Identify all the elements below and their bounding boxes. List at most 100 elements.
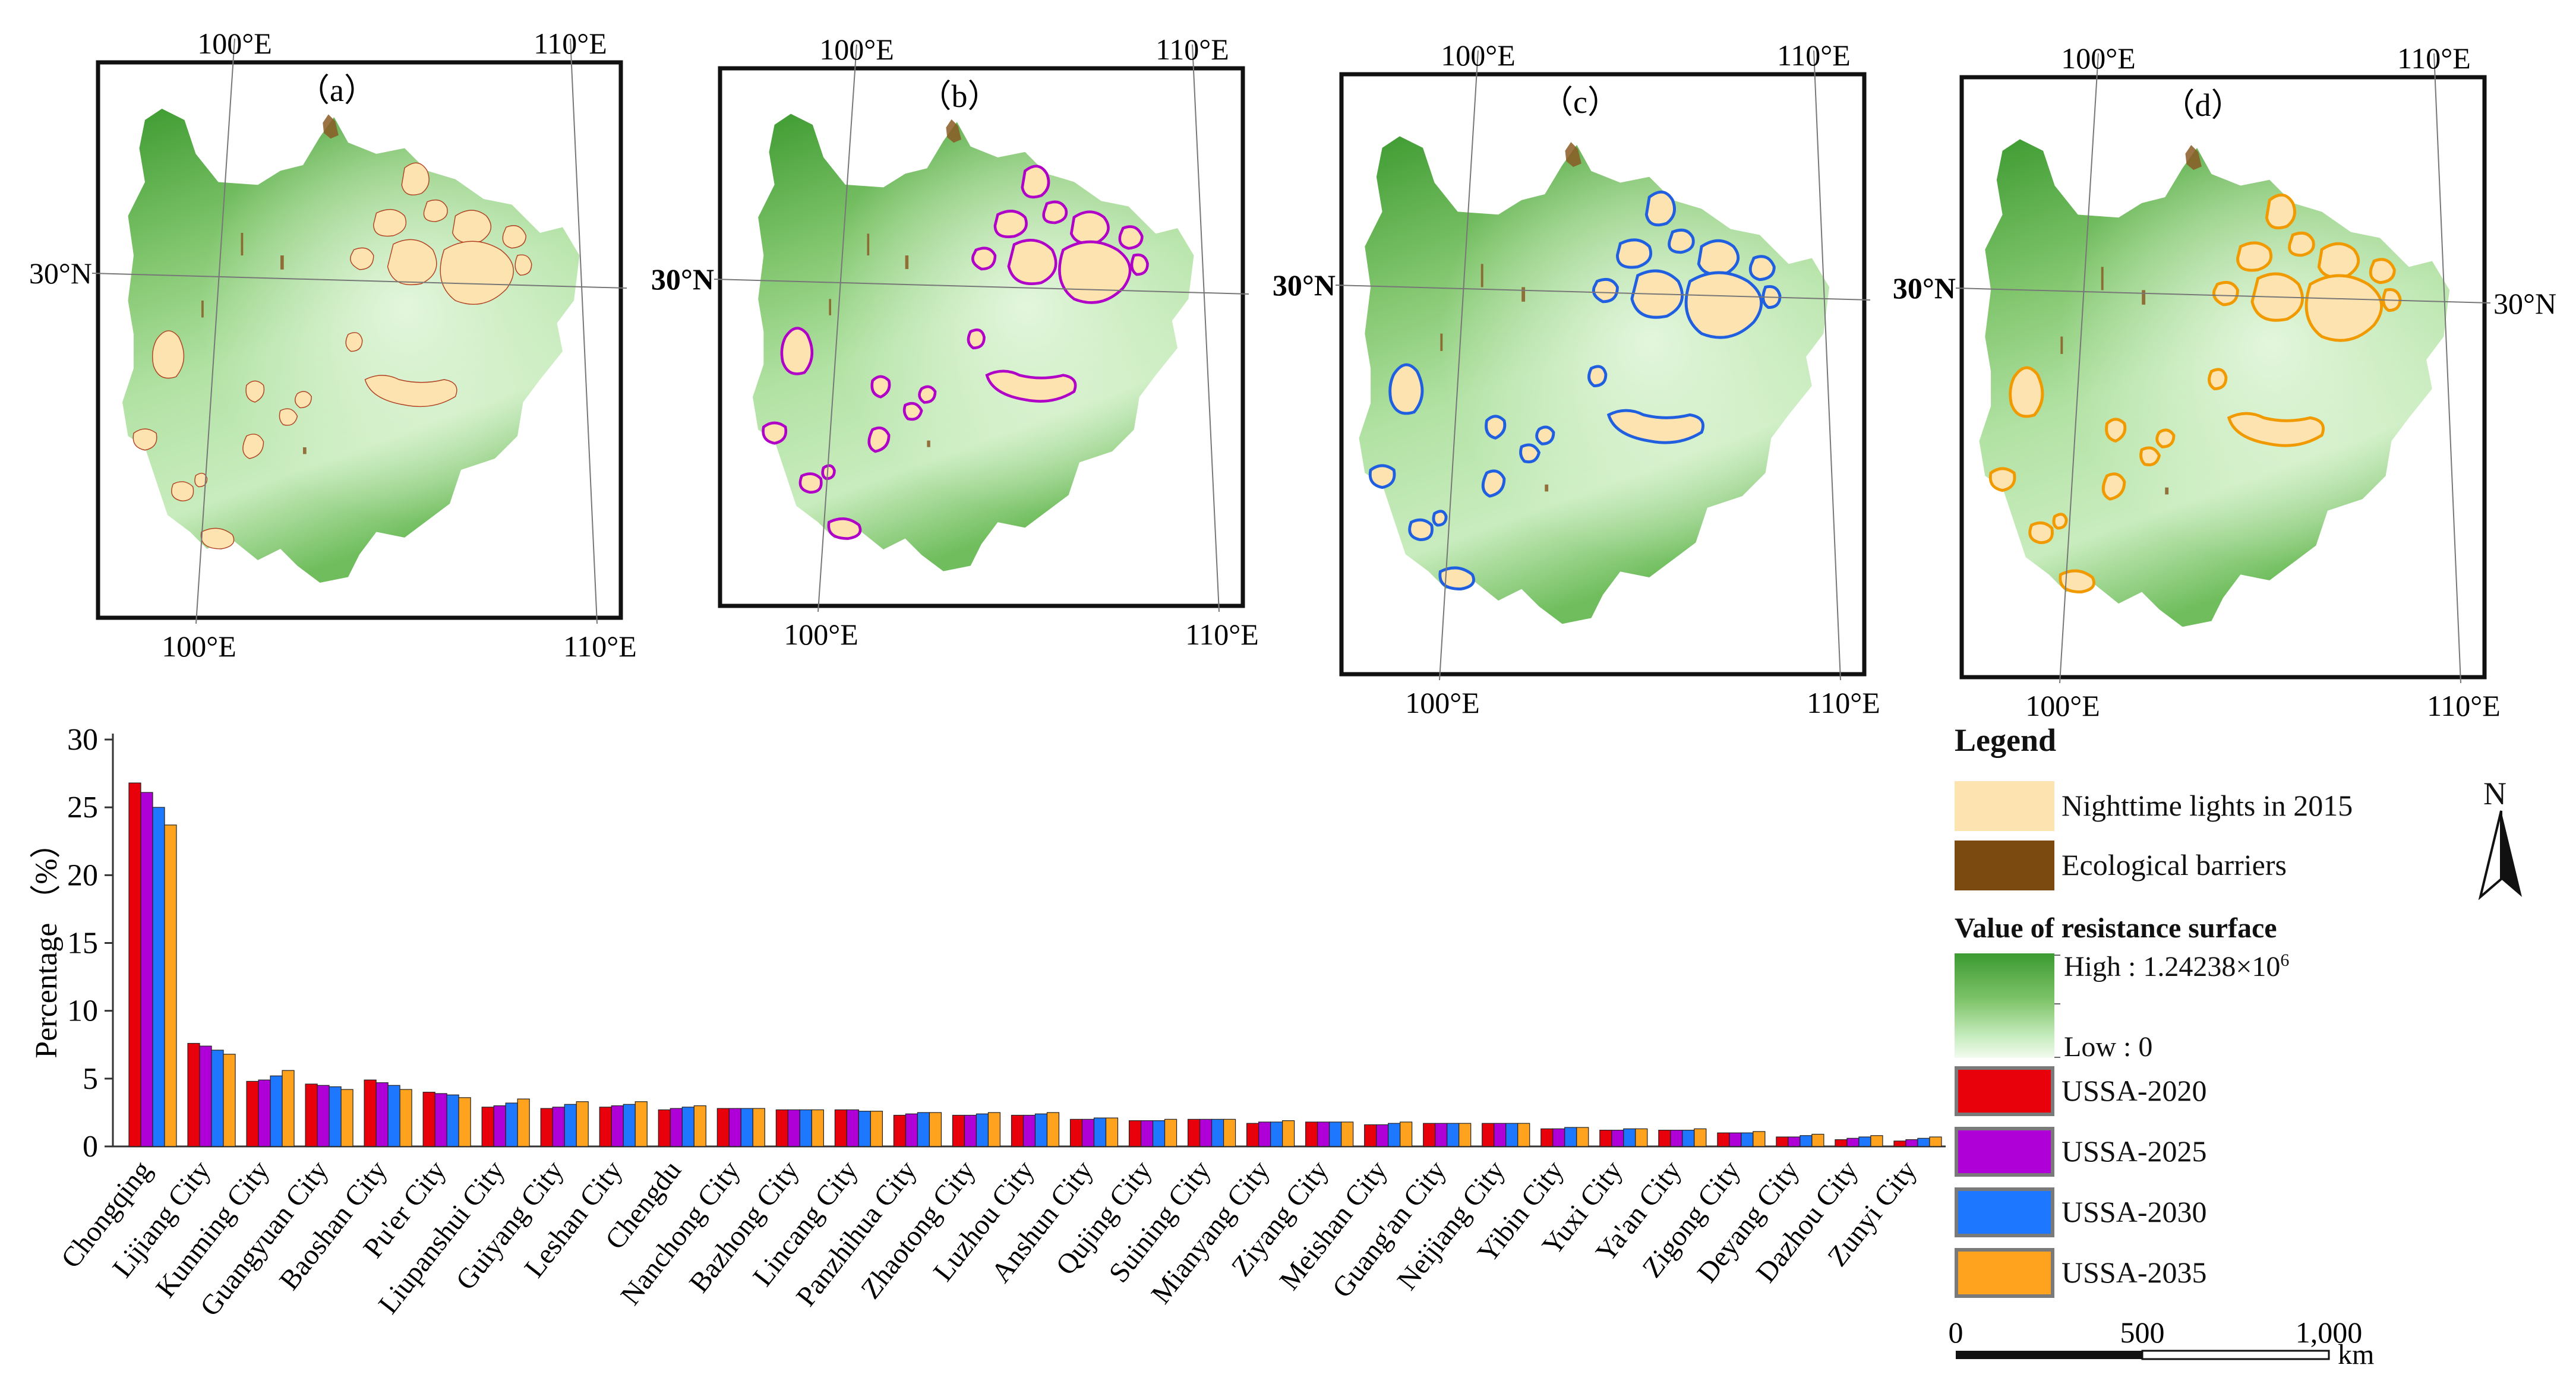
tick-right-30n: 30°N bbox=[2493, 287, 2556, 320]
bar-ussa-2030-22 bbox=[1447, 1123, 1460, 1147]
bar-ussa-2025-7 bbox=[552, 1107, 565, 1147]
bar-ussa-2035-28 bbox=[1811, 1133, 1824, 1147]
y-tick-label: 0 bbox=[83, 1130, 98, 1164]
bar-ussa-2030-11 bbox=[799, 1109, 812, 1147]
meridian-100 bbox=[1439, 50, 1479, 681]
bar-ussa-2030-26 bbox=[1682, 1129, 1695, 1147]
bar-ussa-2030-23 bbox=[1505, 1123, 1519, 1147]
tick-top-110e: 110°E bbox=[1777, 39, 1851, 72]
tick-bottom-110e: 110°E bbox=[1807, 686, 1880, 719]
bar-ussa-2020-26 bbox=[1658, 1129, 1671, 1147]
meridian-100 bbox=[2059, 53, 2099, 684]
bar-ussa-2020-3 bbox=[305, 1083, 318, 1147]
legend: Legend Nighttime lights in 2015 Ecologic… bbox=[1955, 722, 2489, 1381]
scale-tick-label: 0 bbox=[1949, 1316, 1963, 1349]
bar-ussa-2025-23 bbox=[1494, 1123, 1507, 1147]
ussa-2020-label: USSA-2020 bbox=[2062, 1074, 2207, 1107]
north-label: N bbox=[2483, 776, 2506, 811]
bar-ussa-2025-13 bbox=[905, 1113, 918, 1147]
bar-ussa-2030-24 bbox=[1564, 1127, 1577, 1147]
bar-ussa-2030-7 bbox=[564, 1104, 577, 1147]
bar-ussa-2025-26 bbox=[1670, 1129, 1683, 1147]
scale-bar-black bbox=[1956, 1351, 2142, 1359]
bar-ussa-2025-30 bbox=[1905, 1139, 1918, 1147]
tick-top-100e: 100°E bbox=[819, 33, 894, 66]
tick-bottom-100e: 100°E bbox=[2025, 689, 2100, 722]
north-arrow-icon bbox=[2478, 810, 2522, 900]
bar-ussa-2025-14 bbox=[964, 1114, 977, 1147]
legend-item-nighttime: Nighttime lights in 2015 bbox=[1955, 781, 2477, 833]
bar-ussa-2025-15 bbox=[1022, 1114, 1036, 1147]
bar-ussa-2035-29 bbox=[1870, 1135, 1883, 1147]
bar-ussa-2030-21 bbox=[1388, 1123, 1401, 1147]
tick-left-30n: 30°N bbox=[1273, 268, 1336, 302]
bar-ussa-2025-29 bbox=[1846, 1138, 1860, 1147]
bar-ussa-2025-6 bbox=[493, 1105, 506, 1147]
bar-ussa-2030-3 bbox=[329, 1086, 342, 1147]
bar-ussa-2030-0 bbox=[152, 807, 165, 1147]
scale-unit: km bbox=[2338, 1339, 2374, 1370]
bar-ussa-2025-22 bbox=[1435, 1123, 1448, 1147]
tick-left-30n: 30°N bbox=[1893, 271, 1956, 305]
y-tick-label: 15 bbox=[67, 927, 98, 961]
bar-ussa-2025-21 bbox=[1376, 1124, 1389, 1147]
ussa-2035-swatch bbox=[1955, 1248, 2054, 1298]
map-panel-a: 100°E 110°E 100°E 110°E 30°N （a） bbox=[29, 27, 637, 663]
map-panel-b: 100°E 110°E 100°E 110°E 30°N （b） bbox=[651, 33, 1259, 651]
bar-ussa-2030-19 bbox=[1270, 1121, 1283, 1147]
bar-ussa-2020-15 bbox=[1011, 1114, 1024, 1147]
ussa-2020-swatch bbox=[1955, 1066, 2054, 1116]
bar-ussa-2035-4 bbox=[399, 1089, 412, 1147]
tick-top-100e: 100°E bbox=[197, 27, 272, 60]
bar-ussa-2035-21 bbox=[1400, 1121, 1413, 1147]
bar-ussa-2020-7 bbox=[540, 1108, 553, 1147]
bar-ussa-2020-4 bbox=[364, 1079, 377, 1147]
ussa-2030-label: USSA-2030 bbox=[2062, 1195, 2207, 1228]
tick-bottom-110e: 110°E bbox=[1185, 618, 1259, 651]
panel-label: （a） bbox=[298, 72, 376, 108]
bar-ussa-2025-12 bbox=[846, 1109, 859, 1147]
bar-ussa-2030-2 bbox=[270, 1075, 283, 1147]
bar-ussa-2035-17 bbox=[1164, 1119, 1177, 1147]
bar-ussa-2025-27 bbox=[1729, 1132, 1742, 1147]
bar-ussa-2025-18 bbox=[1199, 1119, 1213, 1147]
bar-ussa-2035-30 bbox=[1929, 1136, 1942, 1147]
tick-top-100e: 100°E bbox=[2061, 42, 2136, 75]
tick-bottom-110e: 110°E bbox=[2427, 689, 2501, 722]
bar-ussa-2030-9 bbox=[681, 1107, 694, 1147]
nighttime-label: Nighttime lights in 2015 bbox=[2062, 789, 2353, 822]
bar-ussa-2020-24 bbox=[1540, 1128, 1554, 1147]
tick-bottom-100e: 100°E bbox=[162, 630, 236, 663]
bar-ussa-2025-11 bbox=[787, 1109, 800, 1147]
legend-item-ussa-2030: USSA-2030 bbox=[1955, 1187, 2477, 1240]
legend-item-ussa-2035: USSA-2035 bbox=[1955, 1248, 2477, 1300]
scale-bar-white bbox=[2141, 1350, 2330, 1360]
bar-ussa-2020-14 bbox=[952, 1114, 965, 1147]
bar-ussa-2035-11 bbox=[811, 1109, 824, 1147]
bar-ussa-2030-25 bbox=[1623, 1128, 1636, 1147]
bar-ussa-2035-16 bbox=[1105, 1117, 1119, 1147]
resistance-low-label: Low : 0 bbox=[2064, 1031, 2153, 1063]
bar-ussa-2030-17 bbox=[1152, 1120, 1166, 1147]
bar-ussa-2035-1 bbox=[223, 1054, 236, 1147]
bar-ussa-2025-10 bbox=[728, 1108, 741, 1147]
y-tick-label: 5 bbox=[83, 1062, 98, 1096]
bar-ussa-2035-10 bbox=[752, 1108, 765, 1147]
bar-ussa-2025-9 bbox=[670, 1108, 683, 1147]
panel-label: （b） bbox=[920, 78, 1000, 114]
bar-ussa-2035-13 bbox=[929, 1112, 942, 1147]
bar-ussa-2020-12 bbox=[834, 1109, 847, 1147]
bar-ussa-2025-20 bbox=[1317, 1121, 1330, 1147]
parallel-30 bbox=[91, 273, 627, 289]
bar-ussa-2035-26 bbox=[1694, 1128, 1707, 1147]
ussa-2030-swatch bbox=[1955, 1187, 2054, 1237]
bar-ussa-2020-21 bbox=[1364, 1124, 1377, 1147]
y-tick-label: 20 bbox=[67, 858, 98, 892]
bar-ussa-2025-2 bbox=[258, 1079, 271, 1147]
bar-ussa-2030-12 bbox=[858, 1111, 871, 1147]
ussa-2025-label: USSA-2025 bbox=[2062, 1135, 2207, 1168]
bar-ussa-2020-6 bbox=[481, 1107, 494, 1147]
